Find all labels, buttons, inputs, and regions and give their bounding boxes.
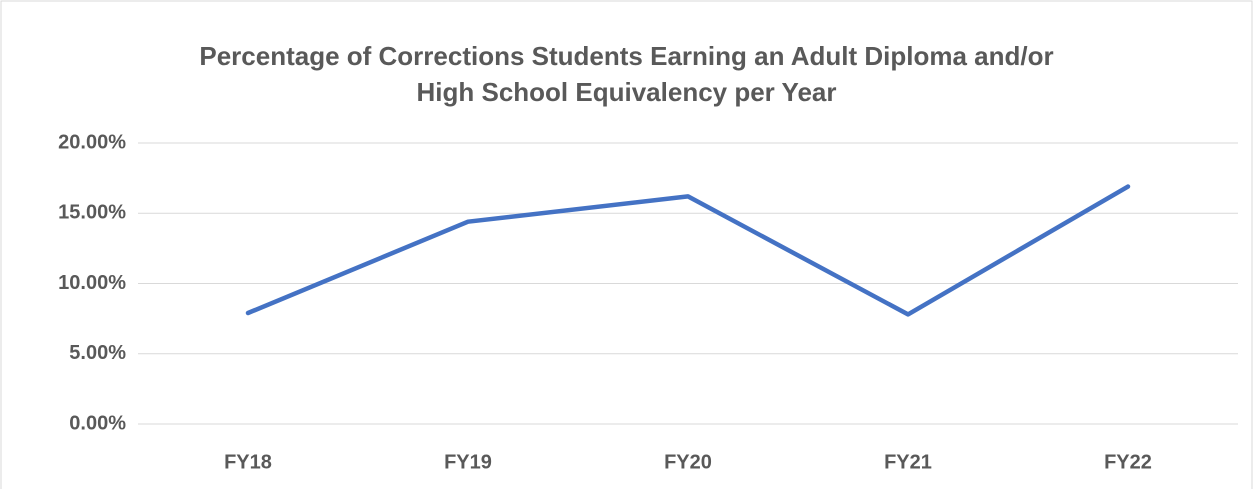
x-tick-label: FY19 bbox=[444, 451, 492, 473]
chart-title: Percentage of Corrections Students Earni… bbox=[199, 41, 1054, 107]
x-tick-label: FY18 bbox=[224, 451, 272, 473]
y-tick-label: 5.00% bbox=[69, 342, 126, 364]
y-tick-label: 0.00% bbox=[69, 412, 126, 434]
x-tick-label: FY20 bbox=[664, 451, 712, 473]
y-tick-label: 10.00% bbox=[58, 272, 126, 294]
line-series bbox=[245, 184, 1131, 317]
x-tick-label: FY21 bbox=[884, 451, 932, 473]
x-tick-label: FY22 bbox=[1104, 451, 1152, 473]
y-tick-label: 20.00% bbox=[58, 131, 126, 153]
y-tick-label: 15.00% bbox=[58, 202, 126, 224]
